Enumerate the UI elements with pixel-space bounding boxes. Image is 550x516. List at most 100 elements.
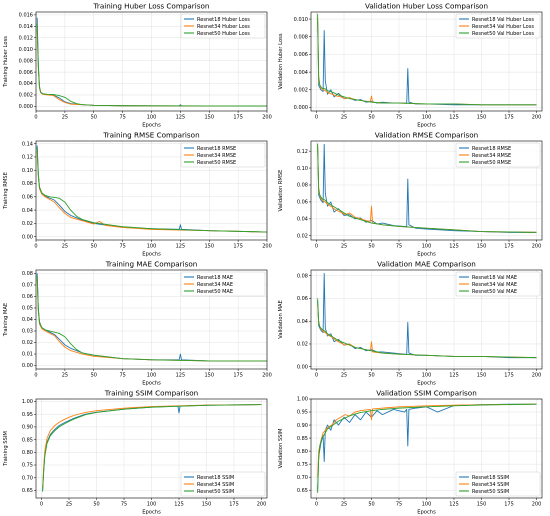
y-axis-label: Validation RMSE xyxy=(278,170,284,212)
legend-box xyxy=(455,13,541,39)
legend-box xyxy=(455,471,541,497)
plot-frame xyxy=(35,140,268,241)
x-axis-label: Epochs xyxy=(142,252,161,258)
y-tick-label: 0.08 xyxy=(297,273,308,279)
x-tick-label: 175 xyxy=(233,373,243,379)
x-tick-label: 0 xyxy=(315,244,318,250)
x-tick-label: 75 xyxy=(396,244,402,250)
series-line xyxy=(36,151,267,233)
x-tick-label: 50 xyxy=(368,115,374,121)
y-axis-label: Training RMSE xyxy=(3,172,9,210)
y-tick-label: 0.10 xyxy=(22,168,33,174)
y-tick-label: 0.08 xyxy=(22,181,33,187)
x-tick-label: 100 xyxy=(422,502,432,508)
chart-panel: Validation Huber Loss Comparison 0 25 50 75 1… xyxy=(275,0,550,129)
legend-label: Resnet34 SSIM xyxy=(197,482,234,488)
chart-title: Validation RMSE Comparison xyxy=(375,131,478,140)
series-line xyxy=(42,404,262,492)
x-tick-label: 150 xyxy=(204,373,214,379)
series-line xyxy=(317,143,537,233)
x-tick-label: 50 xyxy=(91,373,97,379)
y-tick-label: 0.00 xyxy=(22,234,33,240)
legend-box xyxy=(180,142,266,168)
series-line xyxy=(36,29,267,107)
x-tick-label: 0 xyxy=(34,373,37,379)
series-line xyxy=(317,403,537,491)
chart-title: Validation Huber Loss Comparison xyxy=(365,2,488,11)
y-tick-label: 0.90 xyxy=(22,425,33,431)
legend-label: Resnet50 Val Huber Loss xyxy=(472,31,534,37)
x-tick-label: 100 xyxy=(422,115,432,121)
line-chart: Validation RMSE Comparison 0 25 50 75 100 125 1… xyxy=(278,131,543,258)
plot-frame xyxy=(35,11,268,112)
x-tick-label: 175 xyxy=(233,244,243,250)
legend-label: Resnet34 RMSE xyxy=(472,153,511,159)
line-chart: Training Huber Loss Comparison 0 25 50 75 100… xyxy=(3,2,272,129)
legend-label: Resnet34 Val MAE xyxy=(472,282,517,288)
chart-panel: Training SSIM Comparison 0 25 50 75 100 125 150… xyxy=(0,387,275,516)
x-tick-label: 125 xyxy=(174,502,184,508)
series-line xyxy=(36,275,267,362)
y-axis-label: Training Huber Loss xyxy=(3,36,9,88)
x-tick-label: 175 xyxy=(229,502,239,508)
y-tick-label: 0.01 xyxy=(22,352,33,358)
x-tick-label: 175 xyxy=(504,115,514,121)
y-tick-label: 0.65 xyxy=(22,488,33,494)
x-tick-label: 125 xyxy=(449,244,459,250)
chart-panel: Training RMSE Comparison 0 25 50 75 100 125 150… xyxy=(0,129,275,258)
x-tick-label: 50 xyxy=(91,244,97,250)
y-tick-label: 0.06 xyxy=(22,195,33,201)
legend-box xyxy=(455,142,541,168)
x-tick-label: 125 xyxy=(176,244,186,250)
y-tick-label: 0.10 xyxy=(297,166,308,172)
x-axis-label: Epochs xyxy=(142,510,161,516)
y-tick-label: 0.70 xyxy=(22,475,33,481)
series-line xyxy=(42,404,262,488)
x-tick-label: 125 xyxy=(449,115,459,121)
x-tick-label: 0 xyxy=(315,373,318,379)
x-tick-label: 0 xyxy=(34,115,37,121)
y-tick-label: 0.80 xyxy=(22,450,33,456)
plot-frame xyxy=(310,398,543,499)
line-chart: Validation MAE Comparison 0 25 50 75 100 125 15… xyxy=(278,260,543,387)
legend-label: Resnet18 Val MAE xyxy=(472,275,517,281)
y-tick-label: 0.04 xyxy=(22,208,33,214)
plot-frame xyxy=(310,11,543,112)
x-axis-label: Epochs xyxy=(142,123,161,129)
chart-panel: Validation MAE Comparison 0 25 50 75 100 125 15… xyxy=(275,258,550,387)
y-tick-label: 0.04 xyxy=(22,317,33,323)
series-line xyxy=(317,13,537,106)
y-tick-label: 0.004 xyxy=(19,81,33,87)
x-tick-label: 100 xyxy=(147,244,157,250)
y-tick-label: 0.008 xyxy=(294,34,308,40)
x-tick-label: 150 xyxy=(477,244,487,250)
x-axis-label: Epochs xyxy=(417,510,436,516)
legend-box xyxy=(180,13,266,39)
y-tick-label: 0.04 xyxy=(297,217,308,223)
x-tick-label: 125 xyxy=(449,373,459,379)
y-tick-label: 0.12 xyxy=(297,149,308,155)
y-tick-label: 0.06 xyxy=(22,294,33,300)
line-chart: Validation SSIM Comparison 0 25 50 75 100 125 1… xyxy=(278,389,543,516)
x-axis-label: Epochs xyxy=(142,381,161,387)
legend-label: Resnet50 SSIM xyxy=(472,489,509,495)
x-tick-label: 75 xyxy=(396,502,402,508)
x-tick-label: 150 xyxy=(477,115,487,121)
y-tick-label: 0.016 xyxy=(19,13,33,19)
y-tick-label: 0.03 xyxy=(22,329,33,335)
y-axis-label: Training MAE xyxy=(3,303,9,337)
legend-label: Resnet34 Val Huber Loss xyxy=(472,24,534,30)
x-tick-label: 25 xyxy=(341,115,347,121)
legend-label: Resnet50 Val MAE xyxy=(472,289,517,295)
y-tick-label: 0.004 xyxy=(294,70,308,76)
x-tick-label: 75 xyxy=(119,115,125,121)
x-tick-label: 150 xyxy=(204,115,214,121)
y-tick-label: 0.008 xyxy=(19,58,33,64)
line-chart: Training MAE Comparison 0 25 50 75 100 125 150 1… xyxy=(3,260,272,387)
legend-label: Resnet18 MAE xyxy=(197,275,233,281)
